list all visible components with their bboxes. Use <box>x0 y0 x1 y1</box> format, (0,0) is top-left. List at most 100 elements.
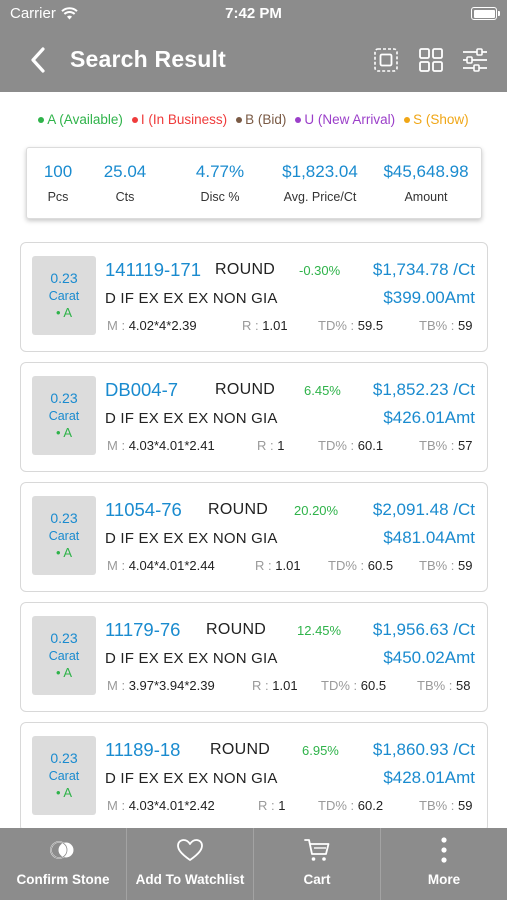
carat-badge: 0.23 Carat • A <box>32 376 96 455</box>
meta-key: TB% : <box>417 678 453 693</box>
measurements: M : 4.02*4*2.39 <box>107 318 197 333</box>
meta-value: 59 <box>458 318 473 333</box>
availability-status: • A <box>55 665 73 680</box>
stone-specs: D IF EX EX EX NON GIA <box>105 290 278 307</box>
legend-dot <box>236 116 243 123</box>
legend-item-show: S (Show) <box>404 112 469 127</box>
back-button[interactable] <box>20 42 56 78</box>
stone-id[interactable]: 11179-76 <box>105 619 181 640</box>
table-depth: TD% : 60.1 <box>318 438 383 453</box>
stone-shape: ROUND <box>206 621 267 638</box>
stone-list[interactable]: 0.23 Carat • A 141119-171 ROUND -0.30% $… <box>20 242 488 828</box>
price-per-carat: $1,734.78 /Ct <box>372 260 475 279</box>
legend-label: S (Show) <box>413 112 469 127</box>
meta-value: 1.01 <box>272 678 298 693</box>
more-button[interactable]: More <box>381 828 507 900</box>
stone-id[interactable]: 11054-76 <box>105 499 182 520</box>
heart-icon <box>177 839 203 861</box>
tab-label: More <box>427 872 461 887</box>
add-to-watchlist-button[interactable]: Add To Watchlist <box>127 828 254 900</box>
stone-card[interactable]: 0.23 Carat • A 11054-76 ROUND 20.20% $2,… <box>20 482 488 592</box>
legend-item-available: A (Available) <box>38 112 123 127</box>
filter-button[interactable] <box>460 45 490 75</box>
cart-button[interactable]: Cart <box>254 828 381 900</box>
stone-shape: ROUND <box>215 261 276 278</box>
table-depth: TD% : 59.5 <box>318 318 383 333</box>
grid-view-button[interactable] <box>416 45 446 75</box>
meta-key: TD% : <box>318 798 355 813</box>
meta-value: 4.04*4.01*2.44 <box>128 558 215 573</box>
discount-percent: -0.30% <box>299 263 341 278</box>
table-breadth: TB% : 59 <box>419 318 473 333</box>
carat-label: Carat <box>48 769 80 783</box>
carrier-info: Carrier <box>10 5 78 22</box>
carat-label: Carat <box>48 409 80 423</box>
meta-key: M : <box>107 318 126 333</box>
summary-pcs: 100 Pcs <box>27 148 89 220</box>
meta-value: 59 <box>458 798 473 813</box>
legend-dot <box>38 116 45 123</box>
measurements: M : 3.97*3.94*2.39 <box>107 678 215 693</box>
legend-dot <box>295 116 302 123</box>
legend-label: A (Available) <box>47 112 123 127</box>
confirm-stone-button[interactable]: Confirm Stone <box>0 828 127 900</box>
discount-percent: 6.45% <box>304 383 341 398</box>
meta-value: 1.01 <box>262 318 288 333</box>
grid-icon <box>419 48 443 72</box>
measurements: M : 4.04*4.01*2.44 <box>107 558 215 573</box>
meta-value: 58 <box>456 678 471 693</box>
discount-percent: 12.45% <box>297 623 342 638</box>
stone-amount: $481.04Amt <box>383 528 475 547</box>
status-time: 7:42 PM <box>225 5 282 22</box>
carat-label: Carat <box>48 529 80 543</box>
stone-card[interactable]: 0.23 Carat • A 11189-18 ROUND 6.95% $1,8… <box>20 722 488 828</box>
legend-item-in-business: I (In Business) <box>131 112 227 127</box>
summary-value: $45,648.98 <box>383 162 469 181</box>
single-view-button[interactable] <box>371 45 401 75</box>
meta-value: 59 <box>458 558 473 573</box>
nav-bar: Search Result <box>0 28 507 92</box>
ratio: R : 1 <box>257 438 284 453</box>
meta-value: 1.01 <box>275 558 301 573</box>
legend-item-new-arrival: U (New Arrival) <box>295 112 395 127</box>
tab-label: Confirm Stone <box>16 872 110 887</box>
summary-label: Avg. Price/Ct <box>283 190 357 204</box>
meta-value: 4.03*4.01*2.42 <box>128 798 215 813</box>
stone-amount: $450.02Amt <box>383 648 475 667</box>
measurements: M : 4.03*4.01*2.41 <box>107 438 215 453</box>
stone-card[interactable]: 0.23 Carat • A 141119-171 ROUND -0.30% $… <box>20 242 488 352</box>
more-vertical-icon <box>441 837 447 863</box>
ratio: R : 1.01 <box>255 558 301 573</box>
summary-value: $1,823.04 <box>282 162 358 181</box>
meta-key: TD% : <box>321 678 358 693</box>
table-breadth: TB% : 57 <box>419 438 473 453</box>
stone-card[interactable]: 0.23 Carat • A 11179-76 ROUND 12.45% $1,… <box>20 602 488 712</box>
meta-value: 59.5 <box>357 318 384 333</box>
table-breadth: TB% : 58 <box>417 678 471 693</box>
stone-id[interactable]: 141119-171 <box>105 259 202 280</box>
stone-id[interactable]: DB004-7 <box>105 379 179 400</box>
meta-key: M : <box>107 678 126 693</box>
meta-key: TB% : <box>419 798 455 813</box>
meta-value: 3.97*3.94*2.39 <box>128 678 215 693</box>
stone-id[interactable]: 11189-18 <box>105 739 181 760</box>
meta-value: 57 <box>458 438 473 453</box>
meta-value: 60.2 <box>357 798 384 813</box>
summary-label: Amount <box>404 190 448 204</box>
stone-shape: ROUND <box>210 741 271 758</box>
stone-specs: D IF EX EX EX NON GIA <box>105 770 278 787</box>
table-depth: TD% : 60.2 <box>318 798 383 813</box>
stone-card[interactable]: 0.23 Carat • A DB004-7 ROUND 6.45% $1,85… <box>20 362 488 472</box>
status-bar: Carrier 7:42 PM <box>0 0 507 28</box>
meta-key: TD% : <box>318 438 355 453</box>
tab-label: Cart <box>303 872 331 887</box>
availability-status: • A <box>55 785 73 800</box>
table-breadth: TB% : 59 <box>419 798 473 813</box>
meta-value: 60.5 <box>360 678 387 693</box>
legend-dot <box>404 116 411 123</box>
legend-label: U (New Arrival) <box>304 112 396 127</box>
meta-key: M : <box>107 558 126 573</box>
diamond-check-icon <box>50 841 74 859</box>
summary-cts: 25.04 Cts <box>89 148 161 220</box>
meta-key: TB% : <box>419 438 455 453</box>
